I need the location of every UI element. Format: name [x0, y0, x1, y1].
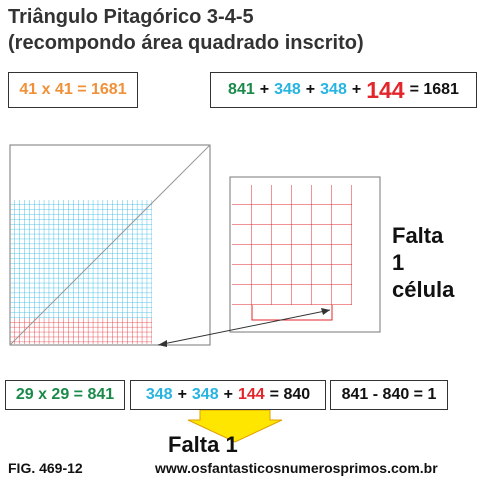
red-grid [10, 318, 152, 344]
equation-part: = 840 [269, 386, 311, 403]
equation-part: 144 [237, 386, 265, 403]
equation-part: 348 [191, 386, 219, 403]
equation-part: 348 [320, 81, 347, 98]
down-arrow [187, 409, 283, 443]
equation-box: 29 x 29 = 841 [5, 380, 125, 410]
equation-box: 41 x 41 = 1681 [8, 72, 138, 108]
equation-part: + [223, 386, 233, 403]
red-big-grid [232, 185, 352, 305]
equation-box: 841 +348 +348 +144 = 1681 [210, 72, 477, 108]
equation-part: 144 [366, 76, 405, 103]
equation-part: = 1681 [409, 81, 459, 98]
equation-part: 841 [228, 81, 255, 98]
note: Falta [392, 223, 444, 248]
subtitle: (recompondo área quadrado inscrito) [8, 32, 364, 54]
equation-box: 841 - 840 = 1 [330, 380, 448, 410]
equation-box: 348 +348 +144 = 840 [130, 380, 326, 410]
equation-part: + [305, 81, 316, 98]
red-offset [251, 305, 333, 321]
equation-part: 348 [274, 81, 301, 98]
arrow [157, 309, 331, 346]
note: célula [392, 277, 455, 302]
title: Triângulo Pitagórico 3-4-5 [8, 6, 254, 28]
equation-part: + [177, 386, 187, 403]
blue-grid [10, 200, 152, 318]
equation-part: 348 [145, 386, 173, 403]
diagonal [9, 144, 211, 346]
equation-part: + [351, 81, 362, 98]
equation-part: + [259, 81, 270, 98]
result: Falta 1 [168, 432, 238, 457]
figure-label: FIG. 469-12 [8, 460, 83, 476]
website: www.osfantasticosnumerosprimos.com.br [155, 460, 438, 476]
note: 1 [392, 250, 405, 275]
